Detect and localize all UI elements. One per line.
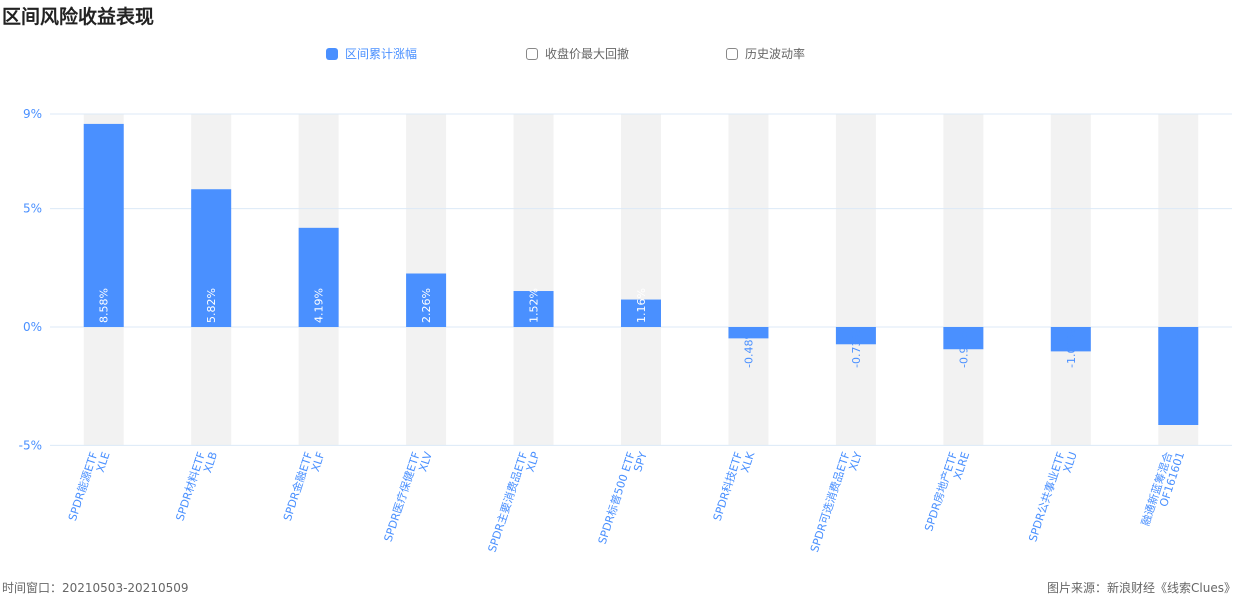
data-label: 1.16% xyxy=(635,288,648,323)
data-label: 5.82% xyxy=(205,288,218,323)
x-tick-label: XLU xyxy=(1061,450,1080,474)
bar xyxy=(83,123,124,327)
x-tick-label: SPDR公共事业ETF xyxy=(1026,450,1067,543)
x-tick-label: SPDR材料ETF xyxy=(173,450,208,523)
x-tick-label: XLE xyxy=(94,450,113,474)
x-tick-label: XLY xyxy=(847,450,865,472)
y-tick-label: 5% xyxy=(23,202,42,216)
x-tick-label: XLK xyxy=(738,450,757,475)
y-tick-label: -5% xyxy=(19,438,42,452)
category-band xyxy=(621,113,661,446)
checkbox-unchecked-icon[interactable] xyxy=(526,47,538,60)
legend-label: 历史波动率 xyxy=(745,47,806,61)
x-tick-label: SPDR能源ETF xyxy=(65,450,100,523)
x-tick-label: SPDR科技ETF xyxy=(710,450,745,523)
bar xyxy=(943,327,984,350)
x-tick-label: SPDR金融ETF xyxy=(280,450,315,523)
x-tick-label: SPY xyxy=(631,450,650,473)
x-tick-label: SPDR房地产ETF xyxy=(921,450,960,533)
bar xyxy=(621,299,661,327)
data-label: 8.58% xyxy=(98,288,111,323)
legend-label: 收盘价最大回撤 xyxy=(545,47,630,61)
x-tick-label: SPDR标普500 ETF xyxy=(595,450,638,546)
bar xyxy=(1050,327,1091,352)
x-tick-label: XLB xyxy=(201,450,220,474)
bar xyxy=(191,189,232,327)
data-label: 1.52% xyxy=(528,288,541,323)
legend-item-max-drawdown[interactable]: 收盘价最大回撤 xyxy=(526,45,629,62)
data-label: -0.73% xyxy=(850,329,863,368)
image-source-note: 图片来源：新浪财经《线索Clues》 xyxy=(1047,581,1236,595)
data-label: -0.48% xyxy=(742,329,755,368)
data-label: 4.19% xyxy=(313,288,326,323)
legend-item-cumulative-return[interactable]: 区间累计涨幅 xyxy=(326,45,417,62)
x-tick-label: XLP xyxy=(524,450,543,474)
data-label: -4.14% xyxy=(1172,329,1185,368)
bar xyxy=(728,327,769,339)
y-tick-label: 0% xyxy=(23,320,42,334)
bar xyxy=(298,227,339,327)
x-tick-label: XLF xyxy=(309,450,328,473)
legend-item-volatility[interactable]: 历史波动率 xyxy=(726,45,805,62)
x-tick-label: SPDR可选消费品ETF xyxy=(807,450,853,554)
bar xyxy=(835,327,876,345)
data-label: -1.03% xyxy=(1065,329,1078,368)
legend: 区间累计涨幅 收盘价最大回撤 历史波动率 xyxy=(0,45,1240,65)
bar xyxy=(406,273,447,327)
category-band xyxy=(728,113,769,446)
bar xyxy=(513,291,554,327)
bar xyxy=(1158,327,1199,425)
data-label: -0.94% xyxy=(957,329,970,368)
category-band xyxy=(1050,113,1091,446)
y-tick-label: 9% xyxy=(23,107,42,121)
time-window-note: 时间窗口：20210503-20210509 xyxy=(2,581,189,595)
checkbox-unchecked-icon[interactable] xyxy=(726,47,738,60)
x-tick-label: SPDR主要消费品ETF xyxy=(485,450,531,554)
category-band xyxy=(943,113,984,446)
category-band xyxy=(513,113,554,446)
x-tick-label: XLV xyxy=(416,450,435,473)
x-tick-label: SPDR医疗保健ETF xyxy=(381,450,423,543)
data-label: 2.26% xyxy=(420,288,433,323)
checkbox-checked-icon[interactable] xyxy=(326,47,338,60)
chart-title: 区间风险收益表现 xyxy=(2,6,155,28)
legend-label: 区间累计涨幅 xyxy=(345,47,418,61)
category-band xyxy=(835,113,876,446)
